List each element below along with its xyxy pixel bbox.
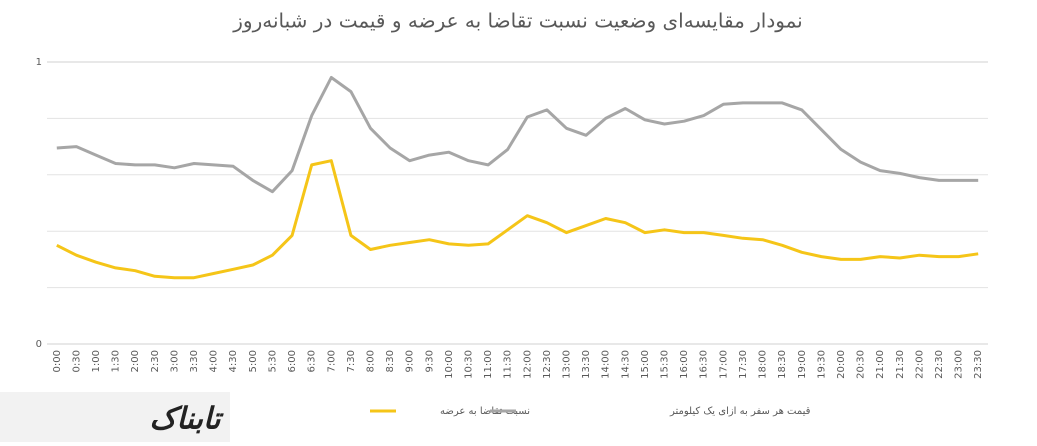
x-tick-label: 15:30 — [660, 350, 671, 379]
x-tick-label: 7:30 — [346, 350, 357, 372]
x-tick-label: 13:00 — [562, 350, 573, 379]
x-tick-label: 18:00 — [758, 350, 769, 379]
x-tick-label: 22:30 — [934, 350, 945, 379]
line-series — [56, 159, 979, 280]
x-tick-label: 5:00 — [248, 350, 259, 372]
x-tick-label: 8:00 — [365, 350, 376, 372]
x-tick-label: 15:00 — [640, 350, 651, 379]
x-tick-label: 1:30 — [111, 350, 122, 372]
x-tick-label: 7:00 — [326, 350, 337, 372]
y-tick-label: 0 — [36, 339, 42, 350]
x-tick-label: 4:30 — [228, 350, 239, 372]
x-tick-label: 3:30 — [189, 350, 200, 372]
x-tick-label: 16:30 — [699, 350, 710, 379]
x-tick-label: 10:30 — [463, 350, 474, 379]
x-tick-label: 16:00 — [679, 350, 690, 379]
x-tick-label: 22:00 — [914, 350, 925, 379]
x-tick-label: 23:00 — [954, 350, 965, 379]
x-tick-label: 20:30 — [856, 350, 867, 379]
x-tick-label: 11:00 — [483, 350, 494, 379]
chart-title: نمودار مقایسه‌ای وضعیت نسبت تقاضا به عرض… — [232, 9, 802, 33]
x-tick-label: 1:00 — [91, 350, 102, 372]
x-tick-label: 20:00 — [836, 350, 847, 379]
x-tick-label: 19:30 — [816, 350, 827, 379]
x-tick-label: 6:30 — [307, 350, 318, 372]
x-tick-label: 3:00 — [169, 350, 180, 372]
x-tick-label: 17:30 — [738, 350, 749, 379]
x-tick-label: 21:30 — [895, 350, 906, 379]
x-tick-label: 0:30 — [71, 350, 82, 372]
watermark: تابناک — [150, 402, 225, 437]
x-tick-label: 5:30 — [267, 350, 278, 372]
x-tick-label: 14:00 — [601, 350, 612, 379]
x-tick-label: 21:00 — [875, 350, 886, 379]
x-tick-label: 10:00 — [444, 350, 455, 379]
x-tick-label: 2:30 — [150, 350, 161, 372]
x-tick-label: 11:30 — [503, 350, 514, 379]
x-tick-label: 13:30 — [581, 350, 592, 379]
x-tick-label: 14:30 — [620, 350, 631, 379]
x-tick-label: 9:00 — [405, 350, 416, 372]
legend-label: نسبت تقاضا به عرضه — [440, 406, 530, 417]
legend-label: قیمت هر سفر به ازای یک کیلومتر — [669, 406, 811, 417]
x-tick-label: 23:30 — [973, 350, 984, 379]
line-series — [56, 76, 979, 194]
x-tick-label: 0:00 — [52, 350, 63, 372]
x-tick-label: 12:00 — [522, 350, 533, 379]
x-tick-label: 19:00 — [797, 350, 808, 379]
x-tick-label: 18:30 — [777, 350, 788, 379]
x-tick-label: 8:30 — [385, 350, 396, 372]
x-tick-label: 6:00 — [287, 350, 298, 372]
y-tick-label: 1 — [36, 57, 42, 68]
x-tick-label: 17:00 — [718, 350, 729, 379]
x-tick-label: 9:30 — [424, 350, 435, 372]
x-tick-label: 4:00 — [209, 350, 220, 372]
x-tick-label: 12:30 — [542, 350, 553, 379]
x-tick-label: 2:00 — [130, 350, 141, 372]
logo-box — [0, 392, 230, 442]
